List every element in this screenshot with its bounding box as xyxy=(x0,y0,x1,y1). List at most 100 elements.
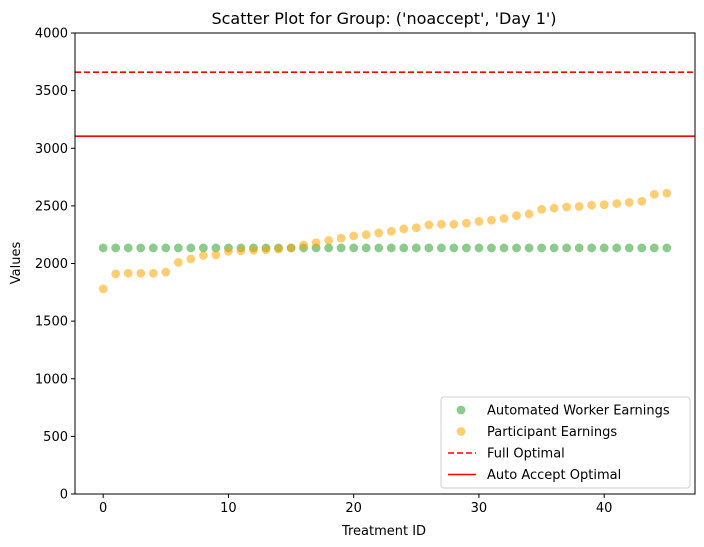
point-participant-earnings xyxy=(612,199,622,208)
point-automated-worker-earnings xyxy=(336,243,346,253)
point-automated-worker-earnings xyxy=(349,243,359,253)
point-participant-earnings xyxy=(236,246,246,256)
point-automated-worker-earnings xyxy=(562,243,572,253)
y-tick-label: 0 xyxy=(60,488,68,503)
point-participant-earnings xyxy=(399,224,409,234)
point-participant-earnings xyxy=(487,215,496,225)
point-automated-worker-earnings xyxy=(599,243,609,253)
y-axis-label: Values xyxy=(9,242,24,285)
point-automated-worker-earnings xyxy=(123,243,133,253)
y-axis: 0 500 1000 1500 2000 2500 3000 3500 4000 xyxy=(35,27,75,503)
point-participant-earnings xyxy=(161,267,171,277)
point-participant-earnings xyxy=(186,254,196,264)
point-participant-earnings xyxy=(361,230,371,240)
point-participant-earnings xyxy=(299,240,308,250)
point-participant-earnings xyxy=(662,188,672,198)
point-automated-worker-earnings xyxy=(662,243,672,253)
legend-label-auto-accept-optimal: Auto Accept Optimal xyxy=(487,468,621,483)
point-automated-worker-earnings xyxy=(449,243,459,253)
point-automated-worker-earnings xyxy=(98,243,108,253)
point-participant-earnings xyxy=(462,218,471,228)
legend-label-automated-worker-earnings: Automated Worker Earnings xyxy=(487,404,670,419)
point-participant-earnings xyxy=(424,220,434,230)
point-participant-earnings xyxy=(123,268,133,278)
point-automated-worker-earnings xyxy=(411,243,421,253)
point-automated-worker-earnings xyxy=(462,243,471,253)
point-automated-worker-earnings xyxy=(211,243,221,253)
legend-marker-participant-earnings xyxy=(456,427,466,436)
point-participant-earnings xyxy=(374,228,384,238)
point-participant-earnings xyxy=(411,223,421,233)
point-participant-earnings xyxy=(311,238,321,248)
point-participant-earnings xyxy=(599,200,609,210)
point-automated-worker-earnings xyxy=(512,243,521,253)
point-participant-earnings xyxy=(499,214,509,223)
point-automated-worker-earnings xyxy=(587,243,597,253)
point-participant-earnings xyxy=(261,245,271,255)
point-participant-earnings xyxy=(274,244,283,254)
legend-marker-automated-worker-earnings xyxy=(456,405,466,415)
y-tick-label: 1000 xyxy=(35,372,68,387)
point-participant-earnings xyxy=(436,219,446,229)
point-automated-worker-earnings xyxy=(499,243,509,253)
point-automated-worker-earnings xyxy=(161,243,171,253)
x-tick-label: 40 xyxy=(596,501,613,516)
y-tick-label: 2000 xyxy=(35,257,68,272)
legend-label-participant-earnings: Participant Earnings xyxy=(487,425,617,440)
point-automated-worker-earnings xyxy=(424,243,434,253)
point-automated-worker-earnings xyxy=(524,243,534,253)
point-participant-earnings xyxy=(349,231,359,241)
point-participant-earnings xyxy=(98,284,108,294)
point-participant-earnings xyxy=(286,243,296,253)
x-axis-label: Treatment ID xyxy=(341,524,426,539)
x-tick-label: 0 xyxy=(99,501,107,516)
point-participant-earnings xyxy=(111,269,121,279)
point-automated-worker-earnings xyxy=(624,243,634,253)
x-tick-label: 20 xyxy=(345,501,362,516)
y-tick-label: 3000 xyxy=(35,142,68,157)
point-participant-earnings xyxy=(224,246,233,256)
point-participant-earnings xyxy=(649,189,659,199)
point-automated-worker-earnings xyxy=(649,243,659,253)
point-participant-earnings xyxy=(173,257,183,267)
point-automated-worker-earnings xyxy=(537,243,546,253)
point-participant-earnings xyxy=(386,226,396,236)
point-automated-worker-earnings xyxy=(361,243,371,253)
x-tick-label: 10 xyxy=(220,501,237,516)
point-participant-earnings xyxy=(324,236,334,245)
point-automated-worker-earnings xyxy=(487,243,496,253)
point-participant-earnings xyxy=(587,200,597,210)
point-automated-worker-earnings xyxy=(198,243,208,253)
point-automated-worker-earnings xyxy=(574,243,584,253)
point-participant-earnings xyxy=(549,203,559,213)
point-participant-earnings xyxy=(211,250,221,260)
plot-marks xyxy=(75,71,695,294)
y-tick-label: 2500 xyxy=(35,199,68,214)
point-participant-earnings xyxy=(562,202,572,212)
point-automated-worker-earnings xyxy=(474,243,484,253)
point-automated-worker-earnings xyxy=(148,243,158,253)
y-tick-label: 4000 xyxy=(35,27,68,42)
point-automated-worker-earnings xyxy=(549,243,559,253)
y-tick-label: 1500 xyxy=(35,315,68,330)
y-tick-label: 500 xyxy=(43,430,68,445)
point-participant-earnings xyxy=(249,245,258,255)
point-participant-earnings xyxy=(148,268,158,278)
x-tick-label: 30 xyxy=(471,501,488,516)
point-participant-earnings xyxy=(198,251,208,260)
point-participant-earnings xyxy=(624,198,634,207)
point-automated-worker-earnings xyxy=(399,243,409,253)
chart-title: Scatter Plot for Group: ('noaccept', 'Da… xyxy=(211,9,556,28)
point-automated-worker-earnings xyxy=(324,243,334,253)
point-automated-worker-earnings xyxy=(136,243,146,253)
point-participant-earnings xyxy=(449,219,459,229)
x-axis: 0 10 20 30 40 xyxy=(99,494,612,516)
point-automated-worker-earnings xyxy=(637,243,647,253)
legend-label-full-optimal: Full Optimal xyxy=(487,447,565,462)
point-automated-worker-earnings xyxy=(186,243,196,253)
point-participant-earnings xyxy=(524,209,534,219)
point-automated-worker-earnings xyxy=(374,243,384,253)
point-participant-earnings xyxy=(136,268,146,278)
